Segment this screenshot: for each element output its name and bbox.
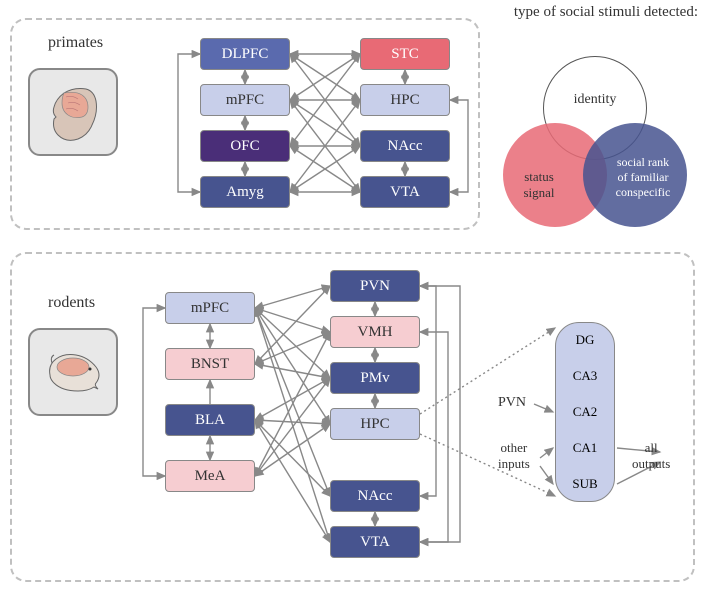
rodR-node-NAcc: NAcc xyxy=(330,480,420,512)
hpc-sub-CA3: CA3 xyxy=(555,367,615,385)
hpc-other-inputs: other inputs xyxy=(498,440,530,472)
venn-status-label: status signal xyxy=(509,169,569,201)
hpc-pvn-label: PVN xyxy=(498,395,526,411)
rodL-node-BNST: BNST xyxy=(165,348,255,380)
hpc-sub-DG: DG xyxy=(555,331,615,349)
legend-title: type of social stimuli detected: xyxy=(514,4,698,21)
primates-node-Amyg: Amyg xyxy=(200,176,290,208)
rodents-label: rodents xyxy=(48,294,95,312)
primates-label: primates xyxy=(48,34,103,52)
rodL-node-BLA: BLA xyxy=(165,404,255,436)
rodR-node-PMv: PMv xyxy=(330,362,420,394)
hpc-sub-SUB: SUB xyxy=(555,475,615,493)
venn-identity-label: identity xyxy=(565,92,625,108)
rodL-node-mPFC: mPFC xyxy=(165,292,255,324)
hpc-all-outputs: all outputs xyxy=(632,440,670,472)
venn-rank-label: social rank of familiar conspecific xyxy=(605,155,681,200)
rodR-node-HPC: HPC xyxy=(330,408,420,440)
rodR-node-VTA: VTA xyxy=(330,526,420,558)
rodR-node-VMH: VMH xyxy=(330,316,420,348)
primates-node-STC: STC xyxy=(360,38,450,70)
rodent-brain-icon xyxy=(28,328,118,416)
primates-node-mPFC: mPFC xyxy=(200,84,290,116)
primates-node-DLPFC: DLPFC xyxy=(200,38,290,70)
primates-node-NAcc: NAcc xyxy=(360,130,450,162)
hpc-sub-CA1: CA1 xyxy=(555,439,615,457)
hpc-sub-CA2: CA2 xyxy=(555,403,615,421)
primate-brain-icon xyxy=(28,68,118,156)
rodR-node-PVN: PVN xyxy=(330,270,420,302)
primates-node-HPC: HPC xyxy=(360,84,450,116)
primates-node-VTA: VTA xyxy=(360,176,450,208)
primates-node-OFC: OFC xyxy=(200,130,290,162)
rodL-node-MeA: MeA xyxy=(165,460,255,492)
